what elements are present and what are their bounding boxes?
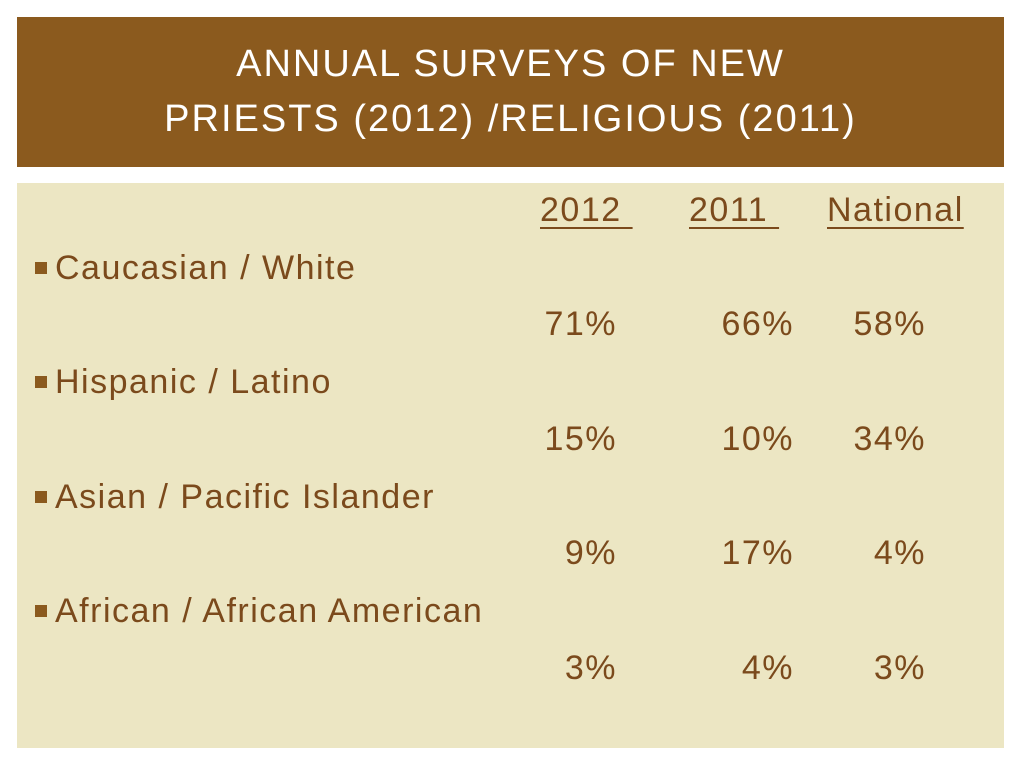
title-line-2: PRIESTS (2012) /RELIGIOUS (2011)	[164, 98, 857, 140]
value-cell: 34%	[853, 420, 926, 458]
list-item: Asian / Pacific Islander	[35, 477, 435, 517]
category-label: Hispanic / Latino	[55, 362, 332, 401]
category-label: Asian / Pacific Islander	[55, 477, 435, 516]
value-cell: 71%	[544, 305, 617, 343]
square-bullet-icon	[35, 491, 47, 503]
title-line-1: ANNUAL SURVEYS OF NEW	[236, 43, 785, 85]
value-cell: 15%	[544, 420, 617, 458]
value-cell: 3%	[873, 649, 926, 687]
square-bullet-icon	[35, 376, 47, 388]
value-cell: 17%	[721, 534, 794, 572]
value-cell: 66%	[721, 305, 794, 343]
column-header-2011: 2011	[689, 191, 780, 229]
value-cell: 9%	[564, 534, 617, 572]
column-header-national: National	[827, 191, 964, 229]
column-header-2012: 2012	[540, 191, 633, 229]
value-cell: 4%	[741, 649, 794, 687]
category-label: Caucasian / White	[55, 248, 357, 287]
value-cell: 4%	[873, 534, 926, 572]
content-panel: 2012 2011 National Caucasian / White 71%…	[17, 183, 1004, 748]
title-bar: ANNUAL SURVEYS OF NEW PRIESTS (2012) /RE…	[17, 17, 1004, 167]
list-item: Caucasian / White	[35, 248, 356, 288]
list-item: African / African American	[35, 591, 483, 631]
square-bullet-icon	[35, 605, 47, 617]
square-bullet-icon	[35, 262, 47, 274]
value-cell: 3%	[564, 649, 617, 687]
value-cell: 58%	[853, 305, 926, 343]
value-cell: 10%	[721, 420, 794, 458]
list-item: Hispanic / Latino	[35, 362, 332, 402]
category-label: African / African American	[55, 591, 484, 630]
